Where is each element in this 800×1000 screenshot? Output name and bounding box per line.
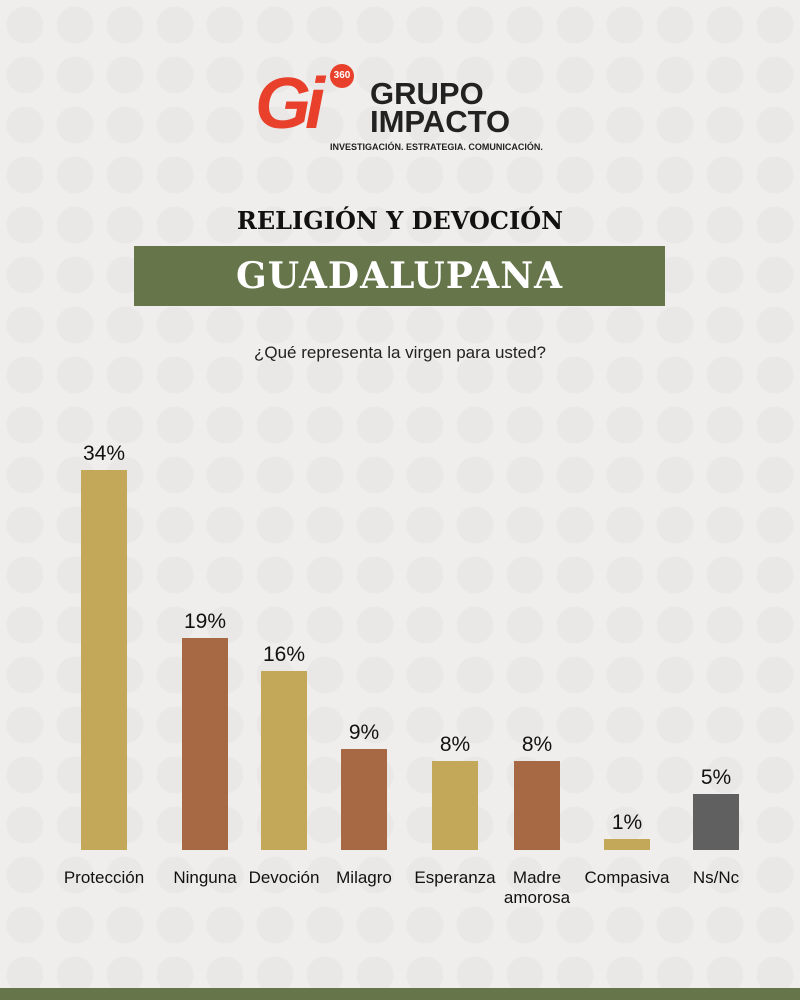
- x-tick-label: Devoción: [248, 868, 320, 887]
- value-label: 9%: [348, 721, 380, 745]
- bar: [432, 760, 478, 850]
- bar: [182, 637, 228, 850]
- logo-tagline: INVESTIGACIÓN. ESTRATEGIA. COMUNICACIÓN.: [330, 142, 543, 152]
- x-tick-label: Protección: [63, 868, 145, 887]
- question: ¿Qué representa la virgen para usted?: [253, 343, 546, 362]
- x-tick-label: Ns/Nc: [692, 868, 740, 887]
- value-label: 5%: [700, 766, 732, 790]
- value-label: 8%: [439, 732, 471, 756]
- logo-badge: 360: [330, 64, 354, 88]
- value-label: 16%: [262, 643, 306, 667]
- chart-title: RELIGIÓN Y DEVOCIÓN: [236, 206, 564, 235]
- logo-mark: Gi: [255, 64, 325, 144]
- bar: [604, 838, 650, 850]
- bar: [693, 794, 739, 850]
- logo-name: IMPACTO: [370, 104, 511, 139]
- value-label: 19%: [183, 609, 227, 633]
- x-tick-label: Madre amorosa: [503, 868, 571, 907]
- value-label: 8%: [521, 732, 553, 756]
- bar: [81, 470, 127, 850]
- x-tick-label: Ninguna: [173, 868, 237, 887]
- bar: [514, 760, 560, 850]
- x-tick-label: Compasiva: [584, 868, 670, 887]
- x-tick-label: Esperanza: [414, 868, 496, 887]
- chart-subtitle: GUADALUPANA: [134, 246, 665, 306]
- value-label: 1%: [611, 810, 643, 834]
- logo-name: GRUPO: [370, 76, 484, 111]
- footer-strip: [0, 988, 800, 1000]
- bar: [341, 749, 387, 850]
- bar: [261, 671, 307, 850]
- x-tick-label: Milagro: [336, 868, 392, 887]
- value-label: 34%: [82, 442, 126, 465]
